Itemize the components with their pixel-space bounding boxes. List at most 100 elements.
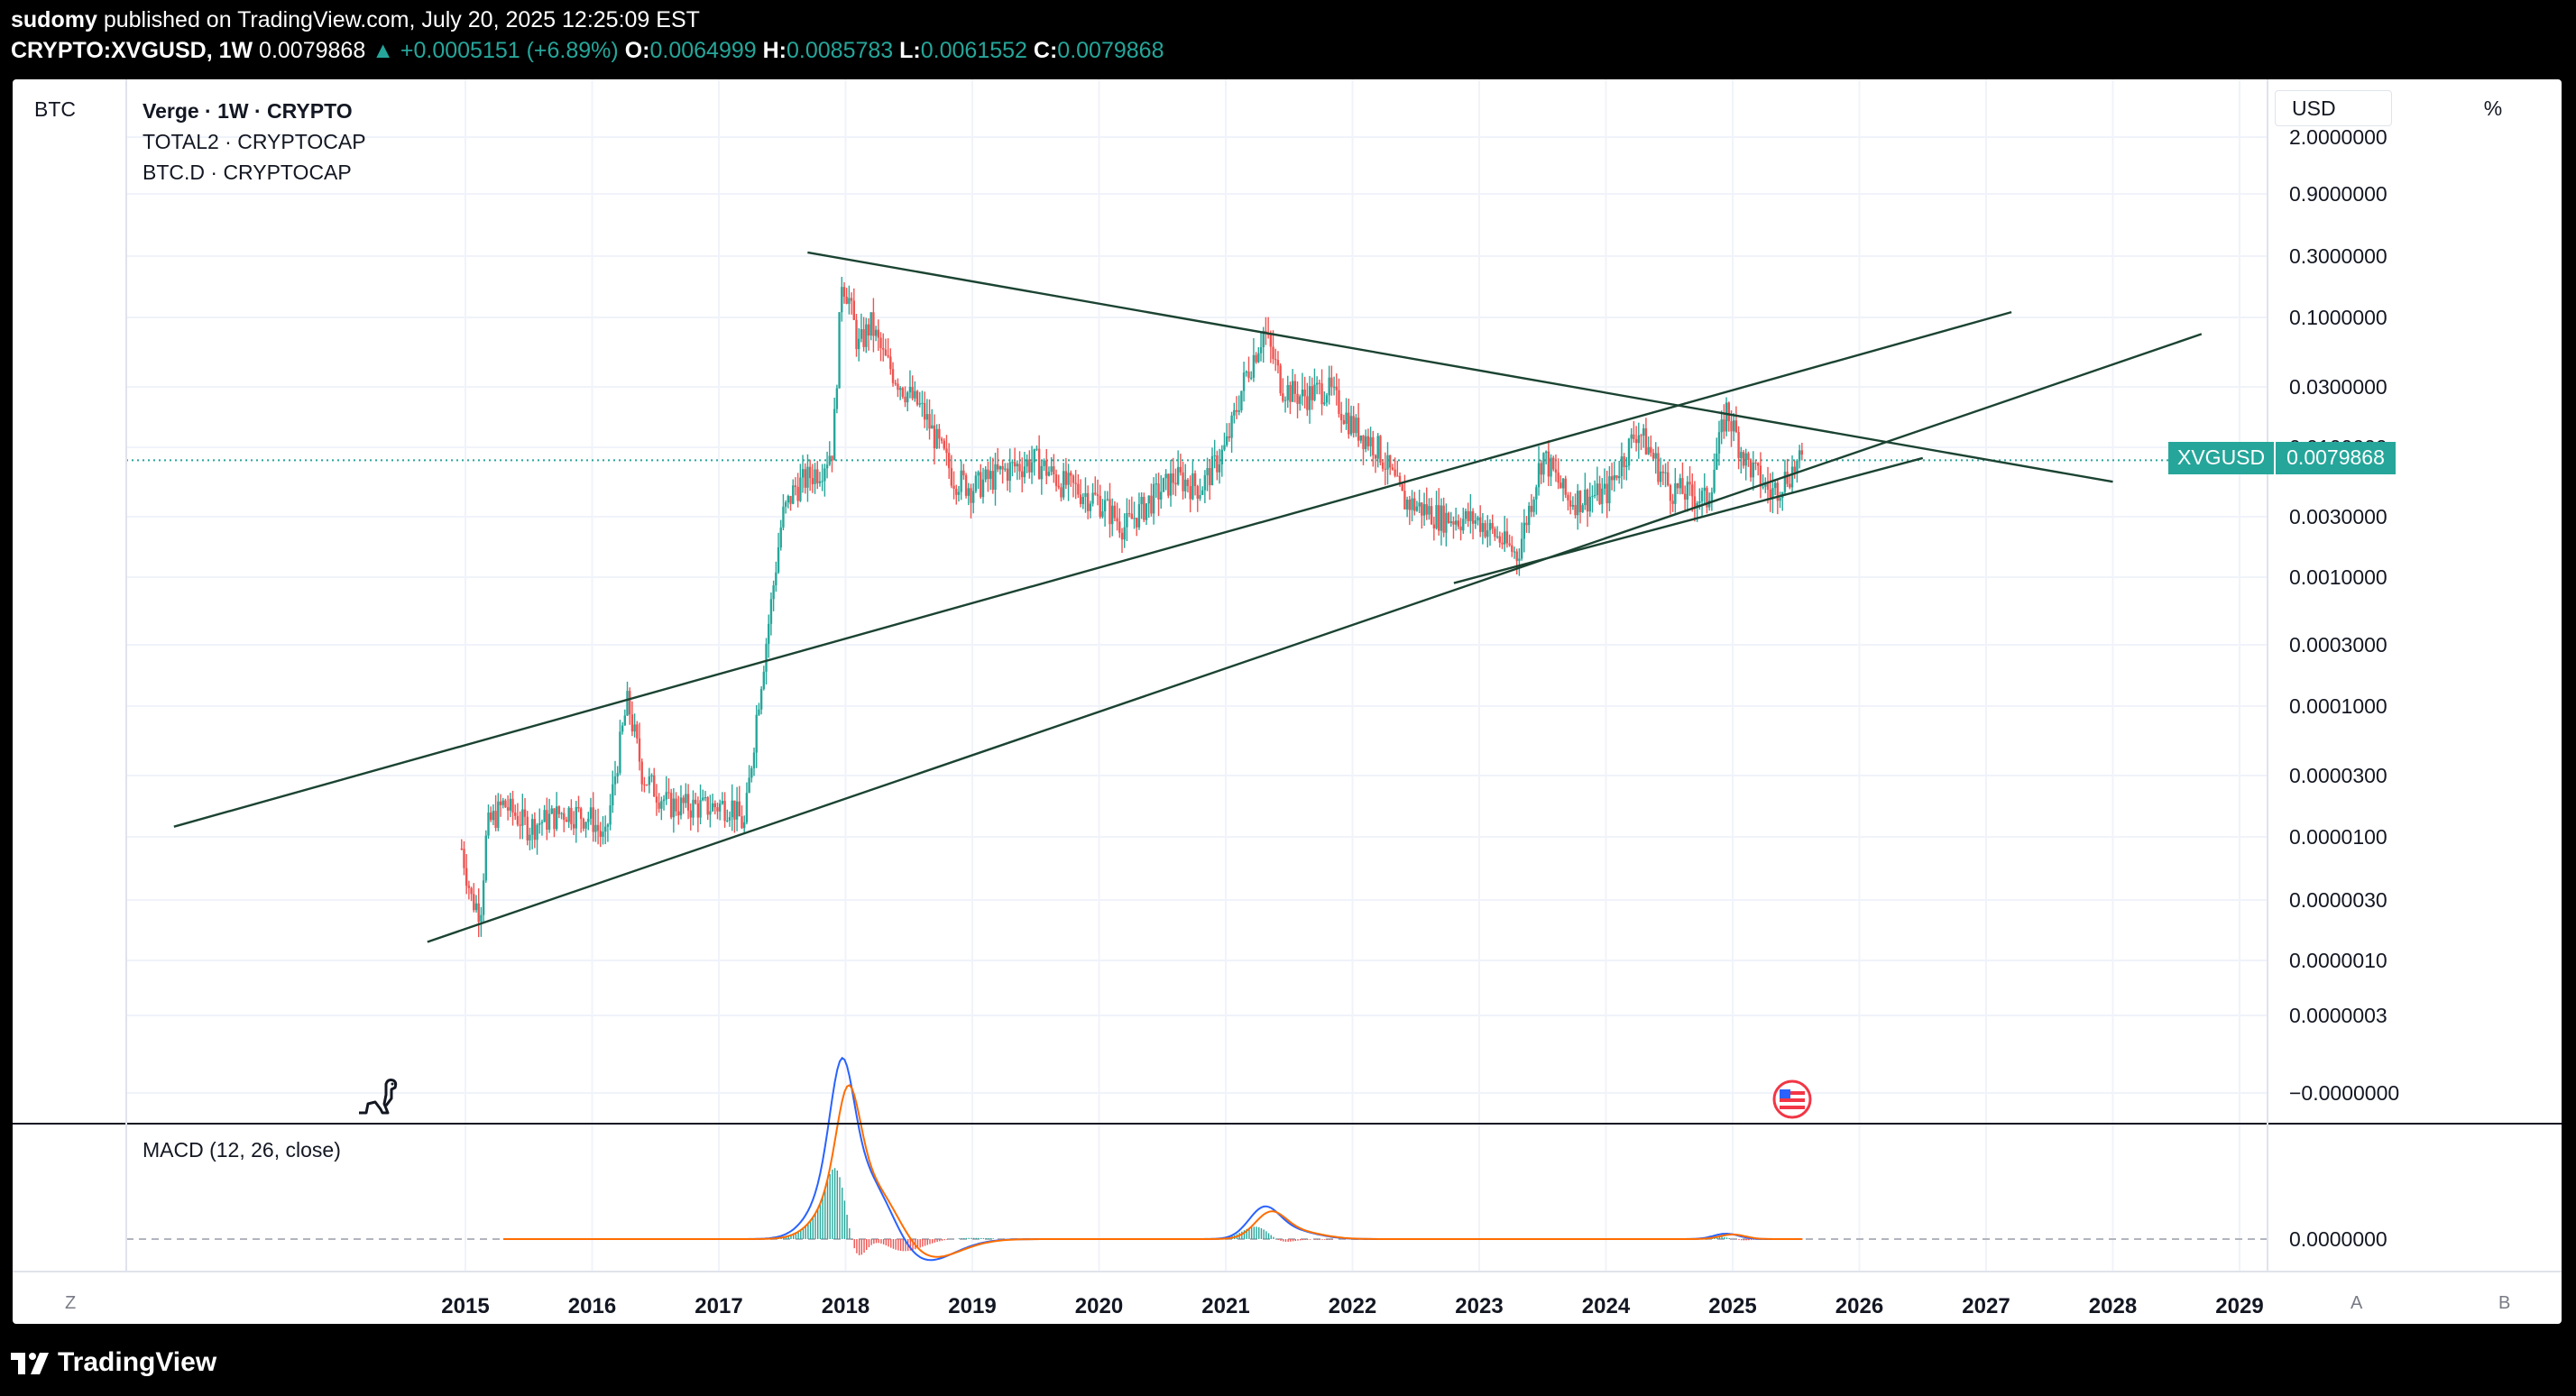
candle-body <box>596 824 600 831</box>
candle-body <box>1013 462 1017 467</box>
candle-body <box>1037 448 1041 480</box>
dinosaur-icon[interactable] <box>354 1073 399 1118</box>
symbol-name[interactable]: CRYPTO:XVGUSD, 1W <box>11 38 253 63</box>
candle-body <box>911 387 914 399</box>
candle-body <box>938 428 941 439</box>
currency-select[interactable]: USD <box>2275 90 2392 126</box>
candle-body <box>589 807 593 819</box>
candle-body <box>1376 436 1379 459</box>
candle-body <box>1325 395 1329 403</box>
candle-body <box>962 470 965 476</box>
candle-body <box>609 805 612 825</box>
candle-body <box>855 319 858 350</box>
candle-body <box>1605 483 1608 504</box>
overlay-series-label[interactable]: BTC.D · CRYPTOCAP <box>143 161 352 184</box>
candle-body <box>1623 456 1625 467</box>
candle-body <box>616 773 619 776</box>
b-button[interactable]: B <box>2498 1293 2511 1313</box>
candle-body <box>1262 330 1265 348</box>
candle-body <box>1617 476 1621 479</box>
footer-brand[interactable]: TradingView <box>9 1347 216 1378</box>
candle-body <box>1026 459 1028 467</box>
candle-body <box>1201 490 1204 495</box>
candle-body <box>1732 420 1735 432</box>
candle-body <box>1242 372 1246 391</box>
candle-body <box>1637 435 1641 444</box>
candle-body <box>1257 353 1260 363</box>
candle-body <box>692 799 695 818</box>
compare-btc-button[interactable]: BTC <box>34 96 76 121</box>
candle-body <box>477 903 480 923</box>
auto-scale-button[interactable]: A <box>2351 1293 2363 1313</box>
candle-body <box>689 810 692 818</box>
candle-body <box>1179 466 1182 473</box>
publisher-name[interactable]: sudomy <box>11 7 97 32</box>
candle-body <box>1072 475 1075 483</box>
candle-body <box>721 801 724 804</box>
candle-body <box>1259 347 1263 354</box>
candle-body <box>923 402 926 420</box>
chart-canvas[interactable]: 2.0000000 0.9000000 0.3000000 0.1000000 0.03… <box>13 79 2562 1324</box>
main-series-label[interactable]: Verge · 1W · CRYPTO <box>143 99 353 123</box>
candle-body <box>1486 530 1489 537</box>
x-tick-label: 2017 <box>695 1294 742 1318</box>
candle-body <box>1469 510 1472 521</box>
candle-body <box>484 835 488 881</box>
candle-body <box>1047 472 1051 476</box>
zoom-button[interactable]: Z <box>65 1293 77 1313</box>
us-flag-icon[interactable] <box>1771 1079 1813 1120</box>
candle-body <box>723 801 726 822</box>
candle-body <box>582 819 585 829</box>
candle-body <box>1126 513 1128 528</box>
candle-body <box>1754 462 1757 464</box>
tradingview-wordmark: TradingView <box>58 1347 217 1377</box>
candle-body <box>1659 471 1662 482</box>
candle-body <box>789 495 792 504</box>
candle-body <box>1191 473 1194 500</box>
candle-body <box>1289 385 1292 402</box>
percent-scale-button[interactable]: % <box>2483 96 2503 120</box>
candle-body <box>1720 419 1723 433</box>
candle-body <box>1432 524 1436 529</box>
series-legend: Verge · 1W · CRYPTO TOTAL2 · CRYPTOCAP B… <box>143 96 366 188</box>
candle-body <box>814 469 816 484</box>
candle-body <box>1700 491 1704 502</box>
chart-area[interactable]: 2.0000000 0.9000000 0.3000000 0.1000000 0.03… <box>13 79 2562 1324</box>
candle-body <box>1364 436 1367 449</box>
candle-body <box>947 453 951 469</box>
candle-body <box>1561 478 1565 489</box>
trendline-falling-resistance <box>807 251 2113 483</box>
candle-body <box>1057 485 1060 488</box>
candle-body <box>1654 453 1657 459</box>
candle-body <box>1174 482 1177 485</box>
candle-body <box>1028 459 1031 473</box>
candle-body <box>1079 494 1082 504</box>
overlay-series-label[interactable]: TOTAL2 · CRYPTOCAP <box>143 130 366 153</box>
candle-body <box>784 502 787 507</box>
candle-body <box>1552 457 1555 470</box>
close-label: C: <box>1033 38 1058 63</box>
candle-body <box>1203 475 1207 491</box>
candle-body <box>1716 453 1718 470</box>
y-tick-label: 2.0000000 <box>2289 125 2387 149</box>
candle-body <box>1145 503 1148 520</box>
candle-body <box>1452 521 1455 525</box>
candle-body <box>1727 402 1730 422</box>
trendline-short-support <box>1453 456 1924 584</box>
candle-body <box>884 349 888 356</box>
candle-body <box>592 807 594 832</box>
candle-body <box>752 752 756 768</box>
macd-indicator-label[interactable]: MACD (12, 26, close) <box>143 1138 341 1162</box>
y-tick-label: 0.9000000 <box>2289 182 2387 206</box>
candle-body <box>1421 502 1423 516</box>
candle-body <box>831 455 833 461</box>
candle-body <box>914 390 916 399</box>
candle-body <box>1062 471 1065 498</box>
high-value: 0.0085783 <box>787 38 894 63</box>
candle-body <box>1796 460 1799 473</box>
candle-body <box>1199 494 1201 500</box>
candle-body <box>1130 513 1134 519</box>
candle-body <box>1291 381 1294 402</box>
candle-body <box>1615 474 1618 479</box>
candle-body <box>1707 501 1711 508</box>
